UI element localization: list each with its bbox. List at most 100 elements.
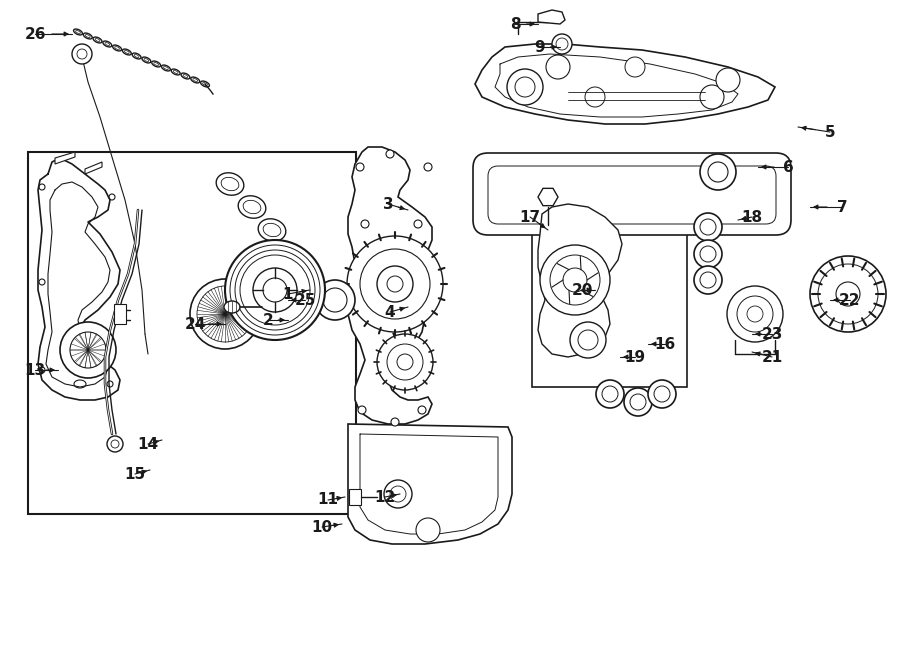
Circle shape (624, 388, 652, 416)
Ellipse shape (124, 50, 130, 54)
Ellipse shape (171, 69, 180, 75)
Ellipse shape (114, 46, 120, 50)
Ellipse shape (201, 81, 210, 87)
Ellipse shape (289, 273, 307, 287)
Circle shape (384, 480, 412, 508)
Circle shape (358, 406, 366, 414)
Circle shape (625, 57, 645, 77)
Circle shape (585, 87, 605, 107)
Text: 17: 17 (519, 209, 541, 224)
Ellipse shape (103, 41, 112, 47)
Polygon shape (475, 44, 775, 124)
Text: 6: 6 (783, 160, 794, 175)
Circle shape (700, 154, 736, 190)
Ellipse shape (105, 42, 110, 46)
Text: 8: 8 (509, 17, 520, 32)
Polygon shape (538, 204, 622, 357)
Circle shape (570, 322, 606, 358)
Ellipse shape (274, 243, 302, 265)
Ellipse shape (134, 54, 139, 58)
Ellipse shape (122, 49, 131, 55)
Ellipse shape (86, 34, 90, 38)
Polygon shape (348, 424, 512, 544)
Bar (28, 152, 356, 514)
Bar (114, 304, 126, 324)
Ellipse shape (112, 45, 122, 51)
Circle shape (107, 436, 123, 452)
Circle shape (356, 163, 364, 171)
Ellipse shape (183, 75, 188, 77)
Circle shape (391, 418, 399, 426)
Circle shape (648, 380, 676, 408)
Polygon shape (85, 162, 102, 174)
Text: 5: 5 (824, 124, 835, 140)
Circle shape (72, 44, 92, 64)
Circle shape (416, 518, 440, 542)
Ellipse shape (84, 33, 92, 39)
Text: 4: 4 (384, 305, 395, 320)
Circle shape (540, 245, 610, 315)
Text: 16: 16 (654, 336, 676, 352)
Ellipse shape (144, 58, 148, 62)
Ellipse shape (191, 77, 200, 83)
Circle shape (727, 286, 783, 342)
Circle shape (190, 279, 260, 349)
FancyBboxPatch shape (488, 166, 776, 224)
Circle shape (694, 266, 722, 294)
Ellipse shape (221, 177, 239, 191)
Ellipse shape (74, 29, 83, 35)
Ellipse shape (164, 66, 168, 70)
Circle shape (418, 406, 426, 414)
Circle shape (377, 334, 433, 390)
Ellipse shape (216, 173, 244, 195)
Circle shape (60, 322, 116, 378)
Ellipse shape (238, 196, 266, 218)
Polygon shape (55, 152, 75, 164)
Circle shape (694, 213, 722, 241)
Ellipse shape (93, 37, 102, 43)
Polygon shape (349, 489, 361, 505)
Circle shape (700, 85, 724, 109)
Ellipse shape (202, 83, 207, 85)
Ellipse shape (284, 269, 311, 291)
Text: 26: 26 (24, 26, 46, 42)
Circle shape (546, 55, 570, 79)
Text: 23: 23 (761, 326, 783, 342)
Circle shape (424, 163, 432, 171)
Text: 18: 18 (742, 209, 762, 224)
Text: 14: 14 (138, 436, 158, 451)
Circle shape (315, 280, 355, 320)
Circle shape (810, 256, 886, 332)
Text: 10: 10 (311, 520, 333, 534)
Text: 24: 24 (184, 316, 206, 332)
Text: 21: 21 (761, 350, 783, 365)
Circle shape (347, 236, 443, 332)
Circle shape (552, 34, 572, 54)
Polygon shape (538, 10, 565, 24)
Ellipse shape (152, 61, 160, 67)
Ellipse shape (132, 53, 141, 59)
Ellipse shape (161, 65, 170, 71)
Polygon shape (348, 147, 432, 424)
Ellipse shape (181, 73, 190, 79)
Ellipse shape (142, 57, 151, 63)
Ellipse shape (95, 38, 100, 42)
Text: 15: 15 (124, 467, 146, 481)
Bar (532, 199, 687, 387)
Circle shape (225, 240, 325, 340)
Ellipse shape (76, 30, 80, 34)
Text: 11: 11 (318, 493, 338, 508)
Text: 2: 2 (263, 312, 274, 328)
Text: 3: 3 (382, 197, 393, 211)
Ellipse shape (154, 62, 158, 66)
Text: 1: 1 (283, 287, 293, 301)
Polygon shape (538, 189, 558, 206)
Text: 7: 7 (837, 199, 847, 214)
Ellipse shape (174, 71, 178, 73)
Text: 20: 20 (572, 283, 593, 297)
Ellipse shape (263, 223, 281, 237)
Ellipse shape (224, 301, 240, 313)
Ellipse shape (279, 248, 297, 261)
Circle shape (596, 380, 624, 408)
Ellipse shape (258, 218, 286, 241)
